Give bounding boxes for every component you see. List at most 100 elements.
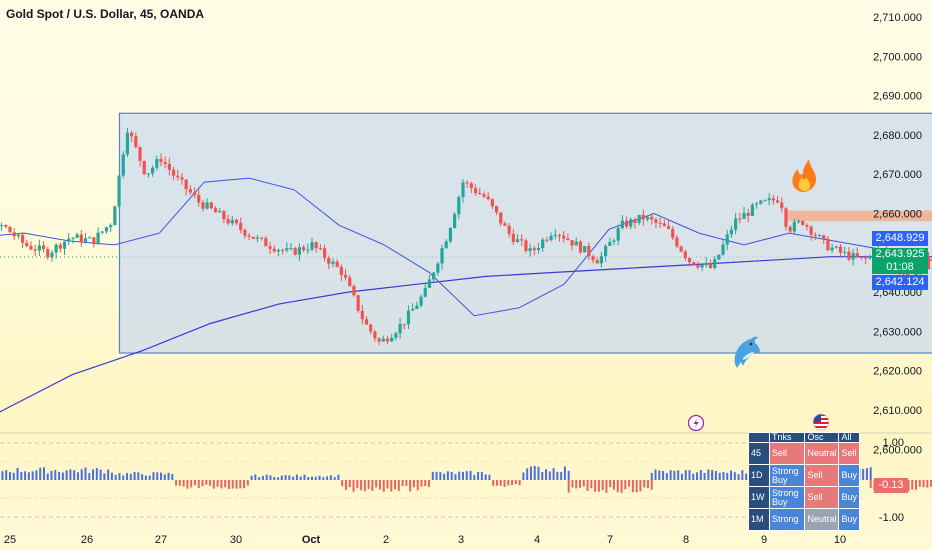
candles-layer — [0, 127, 932, 346]
x-tick-label: 7 — [607, 534, 613, 546]
lightning-icon[interactable] — [687, 414, 705, 432]
candle — [570, 240, 574, 246]
osc-bar — [42, 467, 45, 480]
osc-bar — [409, 480, 412, 492]
candle — [855, 253, 859, 257]
candle — [151, 167, 155, 174]
osc-bar — [620, 480, 623, 493]
candle — [88, 237, 92, 239]
candle — [364, 319, 369, 325]
osc-bar — [711, 469, 714, 480]
osc-bar — [628, 480, 631, 487]
candle — [755, 203, 759, 205]
candle — [8, 226, 12, 233]
x-tick-label: 30 — [230, 534, 242, 546]
candle — [868, 256, 872, 259]
candle — [255, 237, 260, 239]
candle — [578, 241, 583, 253]
osc-bar — [220, 480, 223, 489]
osc-bar — [412, 480, 415, 488]
candle — [385, 338, 390, 342]
candle — [826, 238, 830, 251]
candle — [583, 246, 587, 253]
us-flag-icon[interactable] — [812, 413, 830, 431]
candle — [310, 242, 314, 250]
candle — [58, 244, 62, 249]
osc-bar — [646, 480, 649, 489]
candle — [788, 226, 792, 232]
signal-cell: Buy — [838, 486, 860, 509]
candle — [805, 224, 809, 227]
signal-row: 1M Strong Neutral Buy — [748, 508, 860, 531]
osc-bar — [714, 470, 717, 480]
signal-cell: Strong — [768, 508, 806, 531]
candle — [398, 324, 402, 334]
candle — [390, 337, 394, 342]
candle — [109, 225, 113, 228]
osc-bar — [665, 473, 668, 480]
candle — [763, 200, 767, 202]
osc-bar — [65, 470, 68, 480]
candle — [843, 251, 847, 253]
candle — [335, 261, 339, 267]
signal-cell: Strong Buy — [768, 464, 806, 487]
candle — [666, 226, 671, 229]
osc-bar — [514, 480, 517, 485]
osc-bar — [58, 471, 61, 480]
candle — [197, 194, 201, 203]
range-box-layer — [118, 112, 932, 354]
osc-bar — [563, 466, 566, 480]
osc-bar — [126, 472, 129, 480]
candle — [696, 265, 700, 268]
osc-bar — [231, 480, 234, 489]
candle — [679, 246, 683, 252]
signal-table-header: Tnks Osc All — [748, 432, 860, 443]
candle — [188, 189, 192, 193]
candle — [650, 216, 654, 220]
candle — [180, 177, 184, 180]
osc-bar — [745, 473, 748, 480]
osc-bar — [152, 472, 155, 480]
candle — [41, 245, 46, 250]
signal-cell: Buy — [838, 464, 860, 487]
candle — [700, 264, 704, 268]
osc-bar — [303, 474, 306, 480]
osc-bar — [167, 472, 170, 480]
osc-bar — [129, 473, 132, 480]
candle — [658, 222, 662, 224]
osc-bar — [307, 477, 310, 480]
candle — [163, 162, 167, 164]
osc-bar — [435, 471, 438, 480]
osc-bar — [243, 480, 246, 489]
osc-bar — [227, 480, 230, 489]
osc-bar — [518, 480, 521, 486]
signal-cell: Sell — [804, 464, 840, 487]
signal-cell: Strong Buy — [768, 486, 806, 509]
candle — [557, 235, 562, 237]
candle — [79, 234, 83, 243]
candle — [503, 223, 507, 226]
candle — [721, 244, 725, 255]
osc-bar — [197, 480, 200, 489]
osc-bar — [5, 470, 8, 480]
osc-bar — [20, 472, 23, 480]
last-price-tag: 2,643.925 01:08 — [872, 248, 928, 274]
osc-bar — [911, 480, 914, 490]
osc-bar — [314, 476, 317, 480]
osc-bar — [688, 470, 691, 480]
osc-bar — [258, 477, 261, 480]
osc-bar — [454, 474, 457, 480]
osc-bar — [703, 472, 706, 480]
osc-bar — [69, 469, 72, 480]
candle — [268, 246, 272, 249]
osc-bar — [915, 480, 917, 490]
osc-bar — [495, 480, 498, 486]
candle — [683, 251, 687, 258]
osc-bar — [178, 480, 181, 486]
osc-bar — [273, 477, 276, 480]
candle — [176, 175, 180, 178]
y-tick-label: 2,670.000 — [873, 169, 922, 181]
osc-bar — [930, 480, 932, 487]
candle — [809, 226, 813, 235]
